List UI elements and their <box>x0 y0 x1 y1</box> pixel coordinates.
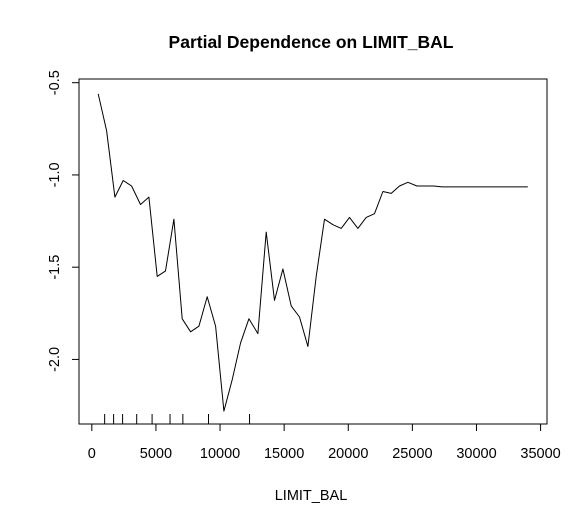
x-tick-label: 5000 <box>140 446 172 462</box>
x-tick-label: 0 <box>88 446 96 462</box>
x-tick-label: 15000 <box>264 446 304 462</box>
y-axis: -2.0 -1.5 -1.0 -0.5 <box>47 70 80 372</box>
rug-marks <box>104 414 251 424</box>
series-layer <box>97 93 528 412</box>
x-axis-label: LIMIT_BAL <box>275 488 348 504</box>
x-axis: 0 5000 10000 15000 20000 25000 30000 35000 <box>88 423 561 462</box>
x-tick-label: 30000 <box>456 446 496 462</box>
plot-frame <box>78 78 548 425</box>
chart-title: Partial Dependence on LIMIT_BAL <box>169 32 454 52</box>
y-tick-label: -2.0 <box>47 347 63 372</box>
x-tick-label: 10000 <box>200 446 240 462</box>
x-tick-label: 35000 <box>520 446 560 462</box>
x-tick-label: 25000 <box>392 446 432 462</box>
series-line <box>97 93 528 412</box>
y-tick-label: -0.5 <box>47 70 63 95</box>
y-tick-label: -1.0 <box>47 162 63 187</box>
y-tick-label: -1.5 <box>47 255 63 280</box>
x-tick-label: 20000 <box>328 446 368 462</box>
